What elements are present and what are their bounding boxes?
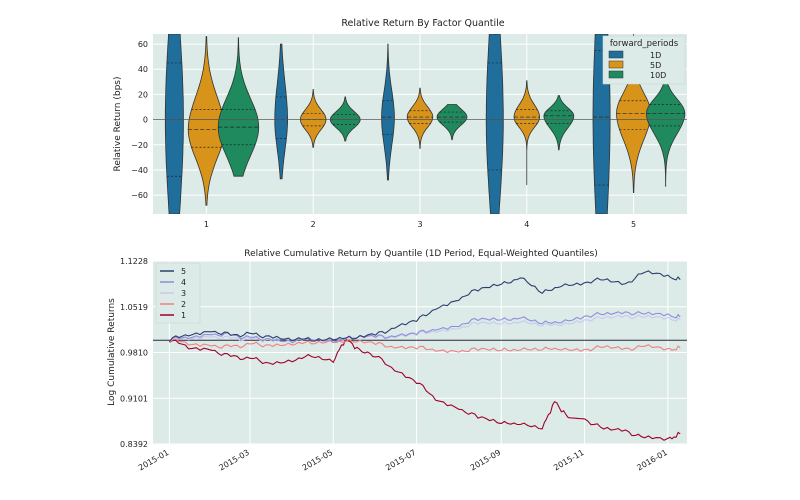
- series-line-1: [169, 337, 681, 441]
- violin-y-axis-label: Relative Return (bps): [113, 76, 123, 171]
- line-y-tick-label: 0.9101: [120, 394, 148, 403]
- violin-1D-q3: [381, 43, 395, 181]
- series-line-5: [168, 270, 681, 342]
- legend-swatch-5D: [608, 60, 624, 69]
- violin-y-tick-label: 60: [138, 40, 148, 49]
- legend-label: 5: [181, 267, 186, 276]
- violin-y-tick-label: 20: [138, 90, 148, 99]
- line-x-tick-label: 2015-07: [384, 448, 417, 473]
- violin-10D-q4: [543, 95, 575, 151]
- series-lines: [168, 270, 681, 441]
- violin-y-tick-label: −60: [131, 191, 148, 200]
- violin-10D-q2: [329, 96, 361, 142]
- violin-y-tick-label: 40: [138, 65, 148, 74]
- line-gridlines: [153, 260, 687, 445]
- violin-y-tick-label: −20: [131, 141, 148, 150]
- legend-swatch-10D: [608, 70, 624, 79]
- violin-chart-title: Relative Return By Factor Quantile: [341, 18, 504, 29]
- series-line-4: [168, 310, 681, 344]
- violin-1D-q2: [274, 43, 288, 180]
- line-y-tick-label: 1.0519: [120, 303, 148, 312]
- line-x-tick-label: 2015-11: [552, 448, 585, 473]
- violins: [164, 34, 686, 214]
- violin-x-tick-label: 1: [204, 220, 209, 229]
- legend-label: 3: [181, 289, 186, 298]
- legend-swatch-1D: [608, 50, 624, 59]
- line-y-axis-label: Log Cumulative Returns: [107, 298, 117, 406]
- line-y-tick-label: 0.8392: [120, 440, 148, 449]
- legend-label: 1: [181, 311, 186, 320]
- line-x-tick-label: 2015-01: [137, 448, 170, 473]
- legend-label: 5D: [650, 61, 661, 70]
- line-x-tick-label: 2015-03: [218, 448, 251, 473]
- line-x-tick-labels: 2015-01 2015-03 2015-05 2015-07 2015-09 2015-…: [137, 448, 669, 473]
- line-y-tick-label: 0.9810: [120, 349, 148, 358]
- line-x-tick-label: 2015-05: [301, 448, 334, 473]
- violin-1D-q1: [164, 34, 184, 214]
- violin-5D-q2: [299, 89, 327, 148]
- violin-5D-q3: [406, 87, 434, 149]
- series-line-3: [168, 314, 681, 344]
- legend-label: 4: [181, 278, 186, 287]
- legend-label: 1D: [650, 51, 661, 60]
- violin-x-tick-label: 5: [631, 220, 636, 229]
- violin-x-tick-labels: 1 2 3 4 5: [204, 220, 636, 229]
- line-y-tick-labels: 0.8392 0.9101 0.9810 1.0519 1.1228: [120, 257, 148, 449]
- line-y-tick-label: 1.1228: [120, 257, 148, 266]
- violin-legend-title: forward_periods: [610, 39, 679, 49]
- violin-chart: Relative Return By Factor Quantile −60 −4…: [113, 18, 687, 229]
- series-line-2: [169, 338, 681, 354]
- cumulative-return-chart: Relative Cumulative Return by Quantile (…: [107, 249, 687, 472]
- violin-x-tick-label: 4: [524, 220, 529, 229]
- violin-1D-q4: [485, 34, 504, 214]
- violin-y-tick-label: 0: [143, 116, 148, 125]
- violin-10D-q1: [217, 37, 260, 177]
- violin-y-tick-label: −40: [131, 166, 148, 175]
- legend-label: 10D: [650, 71, 666, 80]
- line-x-tick-label: 2015-09: [469, 448, 502, 473]
- violin-y-tick-labels: −60 −40 −20 0 20 40 60: [131, 40, 148, 200]
- line-legend: 5 4 3 2 1: [155, 262, 201, 324]
- line-x-tick-label: 2016-01: [635, 448, 668, 473]
- violin-5D-q4: [513, 80, 541, 185]
- line-chart-title: Relative Cumulative Return by Quantile (…: [244, 249, 598, 259]
- legend-label: 2: [181, 300, 186, 309]
- violin-x-tick-label: 3: [417, 220, 422, 229]
- violin-x-tick-label: 2: [311, 220, 316, 229]
